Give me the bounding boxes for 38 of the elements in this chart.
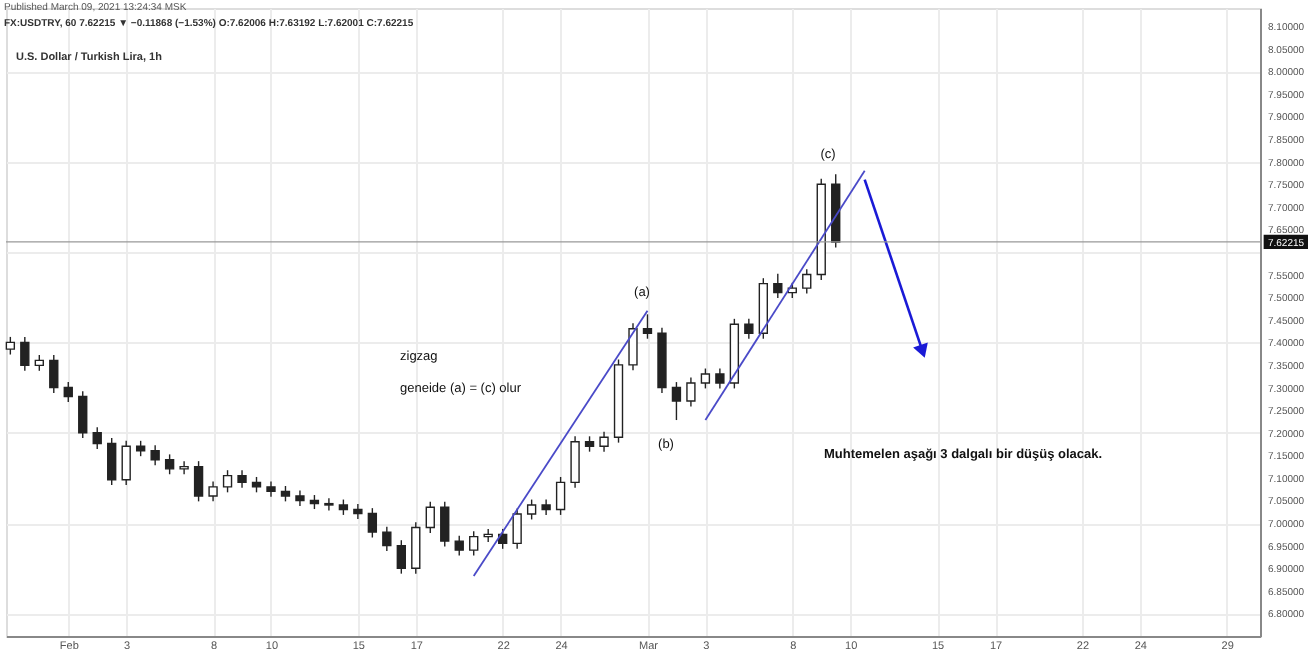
candlestick (512, 507, 522, 550)
candlestick (555, 476, 566, 516)
candlestick (49, 354, 59, 394)
candlestick (469, 530, 479, 557)
candlestick (642, 313, 653, 340)
candlestick (150, 444, 160, 466)
candlestick (599, 431, 609, 453)
candlestick (570, 435, 580, 489)
candlestick (164, 453, 175, 475)
candlestick (411, 521, 421, 575)
candlestick (396, 539, 406, 575)
candlestick (454, 535, 464, 557)
candlestick (526, 498, 537, 521)
candlestick (628, 322, 638, 372)
candlestick (367, 507, 378, 539)
candlestick (121, 440, 131, 486)
candlestick (715, 367, 725, 390)
candlestick (107, 437, 117, 486)
candlestick (266, 480, 276, 498)
candlestick (179, 460, 189, 475)
candlestick (700, 367, 711, 390)
candlestick (744, 318, 754, 340)
candlestick (324, 497, 334, 512)
candlestick (802, 268, 812, 295)
candlestick (20, 336, 30, 372)
candlestick (425, 501, 435, 534)
candlestick (440, 501, 450, 548)
candlestick (208, 480, 218, 503)
candlestick (78, 390, 88, 439)
candlestick (671, 381, 682, 421)
candlestick (353, 503, 363, 520)
candlestick (63, 381, 73, 403)
candlestick (92, 426, 102, 450)
candlestick (382, 525, 392, 552)
candlestick (773, 272, 783, 299)
candlestick (222, 469, 233, 494)
candlestick (193, 460, 204, 503)
candlestick (686, 376, 696, 408)
